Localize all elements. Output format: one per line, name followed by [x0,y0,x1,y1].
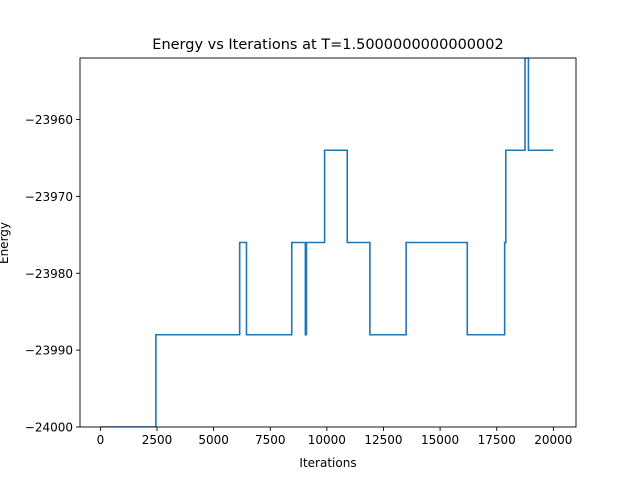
y-axis: −24000 −23990 −23980 −23970 −23960 [25,113,80,435]
plot-frame [79,57,577,428]
x-tick-label: 7500 [255,433,286,447]
x-axis: 0 2500 5000 7500 10000 12500 15000 17500 20000 [97,427,572,447]
chart-title: Energy vs Iterations at T=1.500000000000… [152,37,503,53]
x-tick-label: 12500 [364,433,402,447]
y-tick-label: −23980 [25,267,73,281]
y-tick-label: −23990 [25,344,73,358]
y-tick-label: −24000 [25,421,73,435]
x-axis-label: Iterations [299,456,356,470]
y-axis-label: Energy [0,222,11,264]
x-tick-label: 20000 [534,433,572,447]
plot-area [100,58,554,427]
x-tick-label: 15000 [421,433,459,447]
x-tick-label: 2500 [142,433,173,447]
series-line-0 [100,58,554,427]
y-tick-label: −23970 [25,190,73,204]
x-tick-label: 17500 [478,433,516,447]
x-tick-label: 10000 [308,433,346,447]
x-tick-label: 0 [97,433,105,447]
y-tick-label: −23960 [25,113,73,127]
x-tick-label: 5000 [198,433,229,447]
